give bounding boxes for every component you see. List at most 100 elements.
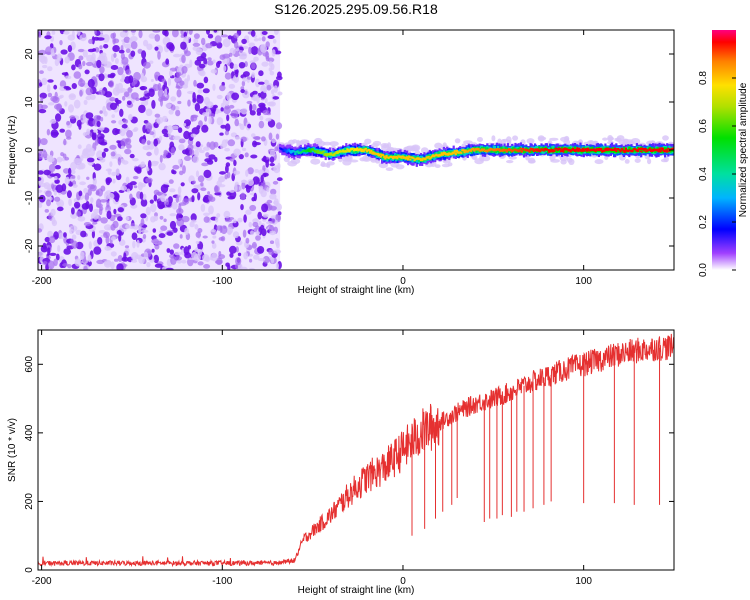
noise-speck (96, 59, 102, 69)
noise-speck (174, 76, 182, 84)
noise-speck (272, 180, 279, 185)
noise-speck (177, 186, 182, 195)
signal-cell (548, 150, 551, 153)
noise-speck (107, 247, 112, 251)
signal-cell (608, 149, 611, 153)
noise-speck (125, 48, 131, 53)
noise-speck (79, 89, 83, 97)
noise-speck (46, 128, 51, 136)
y-tick-label: 400 (24, 424, 35, 441)
noise-speck (253, 38, 259, 42)
noise-speck (95, 189, 100, 195)
signal-cell (531, 148, 534, 151)
noise-speck (206, 60, 214, 66)
signal-cell (640, 150, 643, 153)
signal-cell (570, 149, 573, 152)
signal-cell (368, 149, 371, 152)
noise-speck (56, 53, 62, 62)
noise-speck (67, 45, 73, 53)
signal-cell (502, 148, 505, 151)
signal-halo (602, 137, 608, 141)
signal-cell (371, 151, 374, 155)
noise-speck (257, 211, 263, 220)
noise-speck (194, 224, 199, 230)
noise-speck (68, 167, 72, 175)
signal-halo (497, 138, 502, 145)
noise-speck (87, 78, 95, 88)
noise-speck (174, 251, 183, 256)
noise-speck (107, 192, 115, 200)
noise-speck (205, 101, 214, 109)
noise-speck (99, 208, 103, 216)
signal-cell (553, 149, 556, 152)
noise-speck (229, 62, 234, 69)
noise-speck (49, 173, 57, 177)
noise-speck (153, 215, 159, 222)
noise-speck (182, 149, 190, 155)
signal-cell (426, 156, 429, 159)
noise-speck (240, 266, 248, 270)
signal-halo (614, 137, 619, 142)
noise-speck (170, 104, 176, 111)
noise-speck (40, 138, 48, 146)
signal-halo (568, 158, 575, 165)
noise-speck (237, 252, 242, 257)
noise-speck (220, 107, 224, 112)
heatmap-y-ticks: -20 -10 0 10 20 (24, 48, 674, 253)
noise-speck (131, 81, 136, 87)
noise-speck (71, 234, 77, 240)
noise-speck (247, 123, 252, 129)
noise-speck (64, 56, 70, 64)
signal-cell (647, 149, 650, 152)
noise-speck (261, 203, 269, 213)
noise-speck (216, 61, 221, 68)
x-tick-label: 0 (400, 276, 406, 287)
noise-speck (214, 259, 223, 265)
noise-speck (277, 91, 283, 96)
signal-cell (605, 150, 608, 153)
noise-speck (193, 79, 197, 87)
noise-speck (181, 215, 190, 223)
noise-speck (44, 236, 51, 243)
noise-speck (117, 255, 123, 262)
noise-speck (110, 65, 119, 70)
noise-speck (50, 208, 56, 217)
noise-speck (229, 245, 237, 254)
noise-speck (201, 37, 206, 46)
noise-speck (165, 103, 172, 109)
noise-speck (130, 30, 136, 33)
noise-speck (210, 229, 217, 233)
signal-cell (443, 152, 447, 155)
noise-speck (231, 77, 238, 82)
y-tick-label: 0 (24, 147, 35, 153)
noise-speck (260, 189, 267, 198)
noise-speck (268, 101, 276, 107)
noise-speck (199, 149, 205, 154)
snr-dropouts (411, 347, 661, 536)
noise-speck (126, 130, 133, 138)
noise-speck (218, 176, 225, 183)
noise-speck (165, 198, 170, 206)
noise-speck (140, 229, 149, 233)
noise-speck (227, 195, 236, 200)
signal-halo (411, 145, 419, 151)
signal-halo (526, 138, 535, 144)
noise-speck (197, 192, 201, 201)
noise-speck (38, 203, 43, 208)
noise-speck (79, 251, 85, 260)
noise-speck (117, 82, 123, 91)
x-tick-label: 0 (400, 576, 406, 587)
x-tick-label: -200 (32, 576, 52, 587)
signal-cell (549, 149, 552, 152)
noise-speck (99, 157, 106, 163)
noise-speck (271, 218, 276, 224)
signal-cell (333, 153, 336, 156)
noise-speck (143, 251, 149, 259)
noise-speck (245, 237, 250, 244)
noise-speck (38, 177, 42, 181)
signal-cell (312, 149, 315, 152)
signal-cell (330, 152, 333, 155)
noise-speck (239, 55, 247, 60)
noise-speck (64, 176, 70, 185)
noise-speck (38, 251, 44, 257)
